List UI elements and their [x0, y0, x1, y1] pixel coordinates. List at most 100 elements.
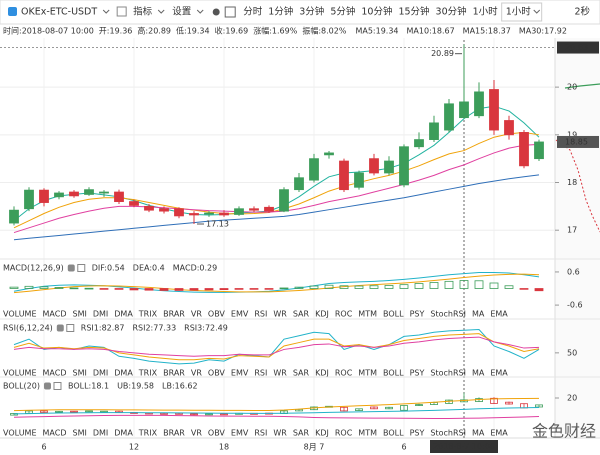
indicator-tab[interactable]: StochRSI	[430, 310, 466, 319]
period-button[interactable]: 1分钟	[268, 6, 293, 18]
indicator-tab[interactable]: SAR	[293, 369, 310, 378]
period-button[interactable]: 10分钟	[361, 6, 392, 18]
indicator-tab[interactable]: DMI	[93, 369, 108, 378]
cursor-time-box	[430, 440, 498, 453]
indicator-tab[interactable]: ROC	[335, 310, 353, 319]
info-item: 高:20.89	[137, 26, 171, 36]
indicator-tab[interactable]: SMI	[72, 369, 86, 378]
indicator-tab[interactable]: TRIX	[138, 310, 158, 319]
macd-bar	[99, 288, 109, 290]
indicator-tab[interactable]: OBV	[208, 429, 226, 438]
theme-icon	[212, 8, 220, 16]
indicator-tab[interactable]: KDJ	[315, 369, 329, 378]
panel-close-icon[interactable]	[66, 324, 75, 332]
indicator-tab[interactable]: EMV	[231, 369, 249, 378]
indicator-tab[interactable]: VOLUME	[3, 429, 37, 438]
cursor-price-box	[557, 41, 599, 54]
indicator-tab[interactable]: OBV	[208, 369, 226, 378]
symbol[interactable]: OKEx-ETC-USDT	[21, 7, 97, 18]
panel-settings-icon[interactable]	[67, 264, 75, 272]
settings-button[interactable]: 设置	[172, 7, 191, 18]
period-button[interactable]: 3分钟	[299, 6, 324, 18]
indicator-tab[interactable]: WR	[273, 429, 287, 438]
y-tick-label: 18	[567, 178, 577, 187]
macd-bar	[204, 288, 214, 291]
panel-close-icon[interactable]	[77, 264, 86, 272]
indicator-tab[interactable]: KDJ	[315, 310, 329, 319]
indicator-tab[interactable]: DMI	[93, 310, 108, 319]
dropdown-arrow	[102, 9, 110, 14]
indicator-tab[interactable]: VR	[191, 429, 202, 438]
period-button[interactable]: 30分钟	[436, 6, 467, 18]
macd-bar	[39, 286, 49, 289]
indicator-tab[interactable]: MA	[472, 369, 485, 378]
candle-body	[85, 410, 93, 413]
indicator-tab[interactable]: DMA	[114, 429, 133, 438]
indicator-tab[interactable]: MACD	[43, 310, 67, 319]
panel-settings-icon[interactable]	[56, 324, 64, 332]
indicator-tab[interactable]: VOLUME	[3, 310, 37, 319]
indicator-tab[interactable]: MACD	[43, 429, 67, 438]
indicator-tab[interactable]: MA	[472, 429, 485, 438]
cursor-price: 20.83	[565, 43, 588, 52]
indicator-tab[interactable]: PSY	[410, 429, 425, 438]
indicator-tab[interactable]: ROC	[335, 369, 353, 378]
indicator-tab[interactable]: WR	[273, 310, 287, 319]
x-tick-label: 18	[219, 443, 229, 452]
indicator-button[interactable]: 指标	[133, 6, 153, 18]
indicator-tab[interactable]: VR	[191, 310, 202, 319]
indicator-tab[interactable]: BRAR	[163, 310, 185, 319]
indicator-tab[interactable]: DMI	[93, 429, 108, 438]
indicator-tab[interactable]: BOLL	[383, 369, 404, 378]
panel-title: MACD(12,26,9)	[3, 264, 64, 273]
indicator-tab[interactable]: PSY	[410, 369, 425, 378]
period-button[interactable]: 5分钟	[330, 6, 355, 18]
indicator-tab[interactable]: VOLUME	[3, 369, 37, 378]
indicator-tab[interactable]: BOLL	[383, 429, 404, 438]
indicator-tab[interactable]: BOLL	[383, 310, 404, 319]
indicator-tab[interactable]: DMA	[114, 369, 133, 378]
indicator-tab[interactable]: ROC	[335, 429, 353, 438]
period-button[interactable]: 15分钟	[398, 6, 429, 18]
period-button[interactable]: 1小时	[473, 6, 499, 18]
candle-body	[415, 404, 423, 407]
indicator-tab[interactable]: TRIX	[138, 429, 158, 438]
indicator-tab[interactable]: RSI	[254, 310, 267, 319]
period-button[interactable]: 分时	[243, 6, 263, 18]
indicator-tab[interactable]: PSY	[410, 310, 425, 319]
macd-bar	[459, 280, 469, 289]
indicator-tab[interactable]: StochRSI	[430, 369, 466, 378]
indicator-tab[interactable]: StochRSI	[430, 429, 466, 438]
panel-close-icon[interactable]	[53, 382, 62, 390]
indicator-tab[interactable]: KDJ	[315, 429, 329, 438]
indicator-tab[interactable]: MTM	[358, 429, 377, 438]
indicator-tab[interactable]: BRAR	[163, 369, 185, 378]
indicator-tab[interactable]: EMV	[231, 310, 249, 319]
indicator-tab[interactable]: EMA	[490, 369, 508, 378]
indicator-tab[interactable]: DMA	[114, 310, 133, 319]
macd-bar	[324, 284, 334, 289]
indicator-tab[interactable]: MTM	[358, 369, 377, 378]
indicator-tab[interactable]: TRIX	[138, 369, 158, 378]
candle-body	[55, 410, 63, 413]
indicator-tab[interactable]: VR	[191, 369, 202, 378]
indicator-tab[interactable]: MACD	[43, 369, 67, 378]
candle-body	[489, 89, 499, 131]
indicator-tab[interactable]: WR	[273, 369, 287, 378]
refresh-interval[interactable]: 2秒	[574, 6, 590, 18]
indicator-tab[interactable]: OBV	[208, 310, 226, 319]
indicator-tab[interactable]: EMA	[490, 429, 508, 438]
indicator-tab[interactable]: BRAR	[163, 429, 185, 438]
indicator-tab[interactable]: SMI	[72, 429, 86, 438]
indicator-tab[interactable]: SAR	[293, 429, 310, 438]
indicator-tab[interactable]: EMA	[490, 310, 508, 319]
indicator-tab[interactable]: SAR	[293, 310, 310, 319]
indicator-tab[interactable]: RSI	[254, 429, 267, 438]
indicator-tab[interactable]: MA	[472, 310, 485, 319]
indicator-tab[interactable]: MTM	[358, 310, 377, 319]
indicator-tab[interactable]: RSI	[254, 369, 267, 378]
period-dropdown[interactable]	[501, 2, 543, 22]
indicator-tab[interactable]: EMV	[231, 429, 249, 438]
panel-settings-icon[interactable]	[43, 382, 51, 390]
indicator-tab[interactable]: SMI	[72, 310, 86, 319]
